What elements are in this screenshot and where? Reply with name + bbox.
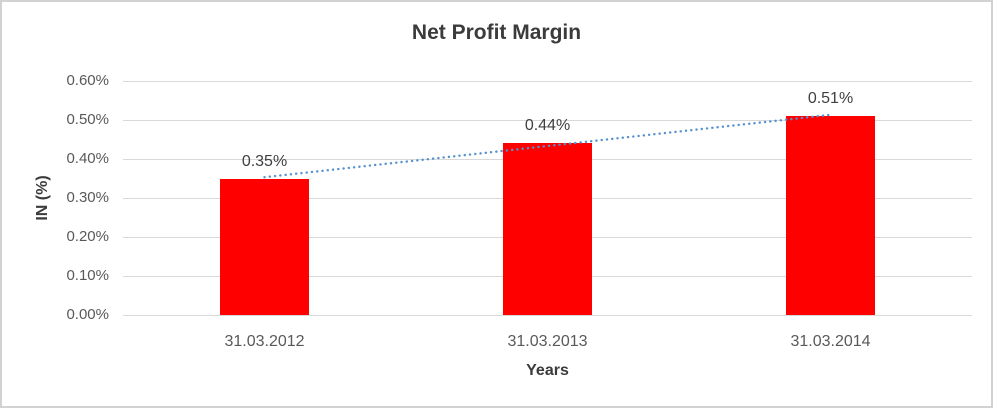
bar bbox=[220, 178, 309, 315]
trendline bbox=[263, 113, 832, 179]
x-tick-label: 31.03.2012 bbox=[224, 333, 305, 350]
y-axis-tick-labels: 0.00% 0.10% 0.20% 0.30% 0.40% 0.50% 0.60% bbox=[2, 72, 109, 323]
y-tick-label: 0.20% bbox=[66, 228, 109, 245]
y-tick-label: 0.00% bbox=[66, 306, 109, 323]
x-tick-label: 31.03.2014 bbox=[790, 333, 871, 350]
x-tick-label: 31.03.2013 bbox=[507, 333, 588, 350]
trendline-layer bbox=[263, 113, 832, 179]
gridline bbox=[123, 119, 972, 121]
y-tick-label: 0.10% bbox=[66, 267, 109, 284]
bar-value-label: 0.35% bbox=[241, 152, 288, 170]
y-tick-label: 0.50% bbox=[66, 111, 109, 128]
bar bbox=[503, 143, 592, 315]
bar bbox=[786, 116, 875, 315]
bar-value-label: 0.44% bbox=[524, 117, 571, 135]
x-axis-line bbox=[123, 315, 972, 316]
chart-title: Net Profit Margin bbox=[411, 21, 582, 44]
gridline bbox=[123, 314, 972, 316]
gridline bbox=[123, 80, 972, 82]
y-tick-label: 0.60% bbox=[66, 72, 109, 89]
x-axis-title: Years bbox=[526, 362, 569, 379]
plot-area: 0.35% 31.03.2012 0.44% 31.03.2013 0.51% 31.03… bbox=[123, 80, 972, 350]
bar-value-label: 0.51% bbox=[807, 90, 854, 108]
y-tick-label: 0.40% bbox=[66, 150, 109, 167]
y-tick-label: 0.30% bbox=[66, 189, 109, 206]
